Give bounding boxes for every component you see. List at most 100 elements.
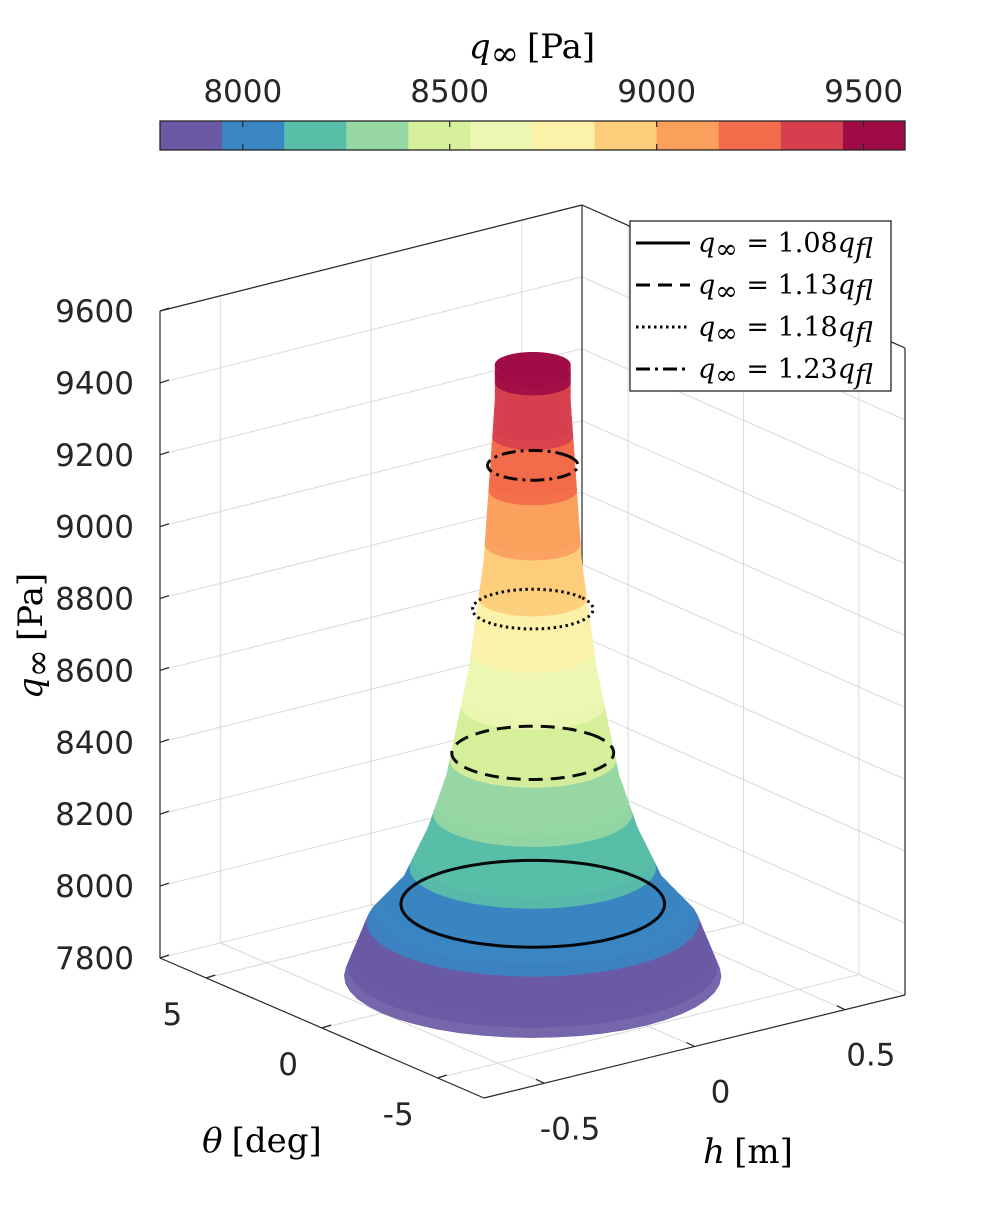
- colorbar-cell: [594, 121, 658, 150]
- zaxis-tick-label: 8400: [55, 725, 134, 761]
- colorbar-cell: [160, 121, 223, 150]
- contour-lines: [399, 448, 667, 949]
- colorbar-tick-label: 9500: [824, 74, 903, 110]
- legend-entry-subscript: ∞: [715, 234, 738, 265]
- colorbar-tick-label: 8000: [203, 74, 282, 110]
- zaxis-tick-mark: [159, 954, 170, 959]
- xaxis-label-unit: [m]: [734, 1132, 793, 1172]
- zaxis-tick-mark: [159, 307, 170, 312]
- zaxis-tick-label: 9600: [55, 294, 134, 330]
- legend-box: [629, 220, 892, 392]
- zaxis-tick-label: 8600: [55, 653, 134, 689]
- contour-line-dashdot: [485, 448, 580, 482]
- yaxis-label-unit: [deg]: [232, 1121, 322, 1161]
- yaxis-tick-mark: [206, 974, 216, 979]
- legend-entry-value: = 1.08: [738, 228, 838, 259]
- yaxis-tick-label: -5: [383, 1097, 414, 1133]
- legend-entry-label: q∞ = 1.18qfl: [698, 312, 873, 349]
- legend-entry-label: q∞ = 1.08qfl: [698, 228, 873, 265]
- xaxis-tick-mark: [535, 1078, 545, 1084]
- colorbar-cell: [718, 121, 782, 150]
- legend-entry-subscript: ∞: [715, 276, 738, 307]
- yaxis-label-symbol: θ: [202, 1121, 222, 1161]
- colorbar: q∞ [Pa] 8000 8500 9000 9500: [159, 27, 906, 151]
- yaxis-label: θ [deg]: [202, 1121, 322, 1161]
- colorbar-cell: [408, 121, 471, 150]
- zaxis-tick-label: 7800: [55, 941, 134, 977]
- legend-entry-value: = 1.23: [738, 354, 838, 385]
- colorbar-cells: [160, 121, 906, 150]
- contour-line-dashed: [450, 724, 616, 781]
- legend-entry-label: q∞ = 1.23qfl: [698, 354, 873, 391]
- legend-entry-q: q: [838, 354, 855, 385]
- zaxis-tick-mark: [159, 594, 170, 600]
- surface-top-cap: [495, 352, 571, 378]
- yaxis-tick-mark: [437, 1074, 447, 1079]
- xaxis-label: h [m]: [703, 1132, 793, 1172]
- surface-plot: [343, 351, 722, 1038]
- colorbar-cell: [222, 121, 285, 150]
- colorbar-cell: [842, 121, 906, 150]
- colorbar-title: q∞ [Pa]: [469, 27, 595, 74]
- xaxis-tick-label: -0.5: [540, 1111, 601, 1147]
- colorbar-title-unit: [Pa]: [527, 27, 595, 67]
- legend-entry-q: q: [838, 312, 855, 343]
- zaxis-tick-label: 8200: [55, 797, 134, 833]
- yaxis-tick-label: 0: [278, 1047, 298, 1083]
- legend-entry-subscript: ∞: [715, 360, 738, 391]
- zaxis-tick-label: 9200: [55, 438, 134, 474]
- zaxis-label-symbol: q: [11, 677, 51, 699]
- zaxis-tick-mark: [159, 523, 170, 528]
- zaxis-tick-mark: [159, 810, 170, 815]
- legend-entry-value: = 1.18: [738, 312, 838, 343]
- legend-entry-qsub: fl: [853, 318, 873, 349]
- contour-line-solid: [399, 858, 667, 949]
- colorbar-cell: [532, 121, 596, 150]
- colorbar-cell: [346, 121, 409, 150]
- colorbar-cell: [780, 121, 844, 150]
- tick-labels: 7800 8000 8200 8400 8600 8800 9000 9200 9400 9600…: [55, 294, 895, 1147]
- zaxis-tick-label: 9000: [55, 510, 134, 546]
- legend-entry-qsub: fl: [853, 360, 873, 391]
- zaxis-tick-mark: [159, 379, 170, 384]
- zaxis-label: q∞ [Pa]: [11, 573, 58, 699]
- legend-entry-value: = 1.13: [738, 270, 838, 301]
- xaxis-tick-label: 0: [711, 1075, 731, 1111]
- zaxis-tick-label: 8000: [55, 869, 134, 905]
- legend-entry-symbol: q: [698, 312, 715, 343]
- legend-entry-qsub: fl: [853, 234, 873, 265]
- legend-entry-label: q∞ = 1.13qfl: [698, 270, 873, 307]
- zaxis-label-subscript: ∞: [18, 649, 58, 677]
- zaxis-tick-mark: [159, 666, 170, 672]
- colorbar-tick-label: 9000: [617, 74, 696, 110]
- contour-line-dotted: [470, 587, 595, 631]
- colorbar-tick-label: 8500: [410, 74, 489, 110]
- yaxis-tick-mark: [321, 1024, 332, 1029]
- xaxis-label-symbol: h: [703, 1132, 725, 1172]
- legend-entry-symbol: q: [698, 354, 715, 385]
- colorbar-title-subscript: ∞: [491, 34, 519, 74]
- colorbar-frame: [159, 120, 906, 151]
- xaxis-tick-label: 0.5: [846, 1038, 895, 1074]
- axis-edge: [159, 204, 583, 312]
- colorbar-cell: [284, 121, 347, 150]
- legend-entry-subscript: ∞: [715, 318, 738, 349]
- legend-entry-q: q: [838, 228, 855, 259]
- xaxis-tick-mark: [686, 1041, 695, 1048]
- legend-entry-qsub: fl: [853, 276, 873, 307]
- colorbar-cell: [470, 121, 533, 150]
- legend-entry-symbol: q: [698, 228, 715, 259]
- legend-entry-q: q: [838, 270, 855, 301]
- zaxis-tick-mark: [159, 882, 170, 887]
- yaxis-tick-label: 5: [163, 997, 183, 1033]
- colorbar-cell: [656, 121, 720, 150]
- zaxis-tick-label: 8800: [55, 582, 134, 618]
- xaxis-tick-mark: [836, 1005, 846, 1011]
- colorbar-ticks: 8000 8500 9000 9500: [203, 74, 903, 150]
- colorbar-title-symbol: q: [469, 27, 491, 67]
- legend-entry-symbol: q: [698, 270, 715, 301]
- zaxis-label-unit: [Pa]: [11, 573, 51, 641]
- zaxis-tick-label: 9400: [55, 366, 134, 402]
